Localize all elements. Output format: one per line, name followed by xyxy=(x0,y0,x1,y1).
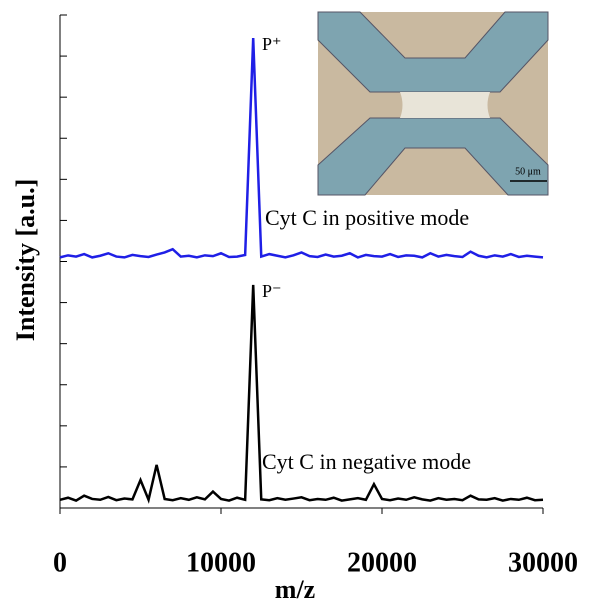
x-tick-label: 20000 xyxy=(347,547,417,578)
scale-label: 50 μm xyxy=(515,166,541,177)
x-tick-label: 30000 xyxy=(508,547,578,578)
series-label: Cyt C in positive mode xyxy=(265,205,469,230)
peak-annotation: P⁺ xyxy=(262,34,282,54)
x-tick-label: 10000 xyxy=(186,547,256,578)
y-label: Intensity [a.u.] xyxy=(11,179,40,342)
x-tick-label: 0 xyxy=(53,547,67,578)
x-label: m/z xyxy=(275,575,315,604)
series-label: Cyt C in negative mode xyxy=(262,449,471,474)
peak-annotation: P⁻ xyxy=(262,281,282,301)
spectrum-line xyxy=(59,284,544,504)
spectrum-line xyxy=(59,37,544,259)
inset-image: 50 μm xyxy=(317,11,549,196)
